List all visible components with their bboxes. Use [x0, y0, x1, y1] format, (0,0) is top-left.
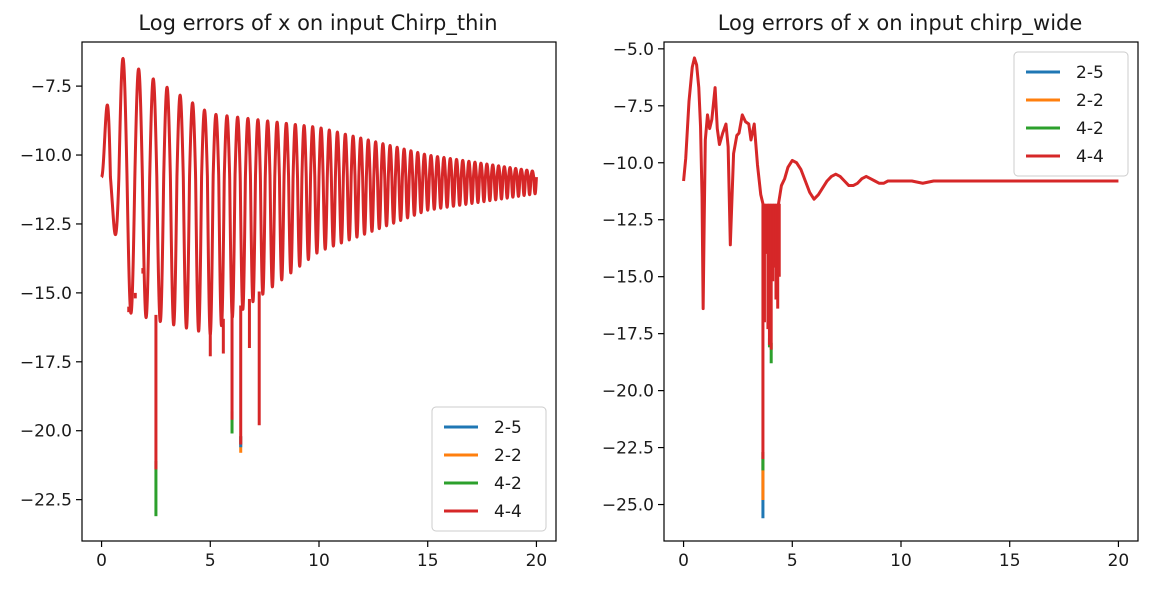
- y-tick-label: −22.5: [20, 491, 72, 511]
- plot-area: [682, 56, 1119, 519]
- y-tick-label: −15.0: [20, 284, 72, 304]
- x-tick-label: 0: [96, 551, 107, 571]
- x-tick-label: 0: [678, 551, 689, 571]
- y-tick-label: −22.5: [602, 439, 654, 459]
- legend: 2-5 2-2 4-2 4-4: [431, 406, 547, 532]
- y-tick-label: −10.0: [602, 154, 654, 174]
- y-tick-label: −20.0: [20, 422, 72, 442]
- y-tick-label: −12.5: [602, 211, 654, 231]
- y-tick-label: −5.0: [613, 40, 654, 60]
- y-tick-label: −10.0: [20, 146, 72, 166]
- x-tick-label: 20: [1108, 551, 1130, 571]
- x-tick-label: 5: [205, 551, 216, 571]
- legend-box: [1013, 51, 1129, 177]
- chart-panel-chirp-wide: Log errors of x on input chirp_wide 0 5 10…: [602, 11, 1139, 571]
- legend-label-4-2: 4-2: [494, 474, 522, 494]
- y-tick-label: −7.5: [31, 77, 72, 97]
- legend-label-4-2: 4-2: [1076, 119, 1104, 139]
- x-tick-label: 5: [787, 551, 798, 571]
- legend-label-2-5: 2-5: [1076, 63, 1104, 83]
- chart-title: Log errors of x on input chirp_wide: [718, 11, 1083, 36]
- y-tick-label: −20.0: [602, 382, 654, 402]
- legend-label-2-2: 2-2: [1076, 91, 1104, 111]
- series-4-4-line: [682, 56, 1119, 311]
- y-tick-label: −12.5: [20, 215, 72, 235]
- legend-label-2-5: 2-5: [494, 418, 522, 438]
- y-tick-label: −17.5: [20, 353, 72, 373]
- chart-title: Log errors of x on input Chirp_thin: [138, 11, 497, 36]
- y-tick-label: −25.0: [602, 496, 654, 516]
- x-tick-label: 10: [308, 551, 330, 571]
- x-tick-label: 15: [999, 551, 1021, 571]
- y-tick-label: −15.0: [602, 268, 654, 288]
- y-tick-label: −7.5: [613, 97, 654, 117]
- x-tick-label: 15: [417, 551, 439, 571]
- y-tick-label: −17.5: [602, 325, 654, 345]
- x-tick-label: 20: [526, 551, 548, 571]
- chart-panel-chirp-thin: Log errors of x on input Chirp_thin 0 5 10…: [20, 11, 557, 571]
- legend-label-4-4: 4-4: [494, 502, 522, 522]
- legend: 2-5 2-2 4-2 4-4: [1013, 51, 1129, 177]
- series-4-4-line: [100, 56, 538, 336]
- legend-box: [431, 406, 547, 532]
- legend-label-4-4: 4-4: [1076, 147, 1104, 167]
- x-tick-label: 10: [890, 551, 912, 571]
- legend-label-2-2: 2-2: [494, 446, 522, 466]
- plot-area: [100, 56, 538, 517]
